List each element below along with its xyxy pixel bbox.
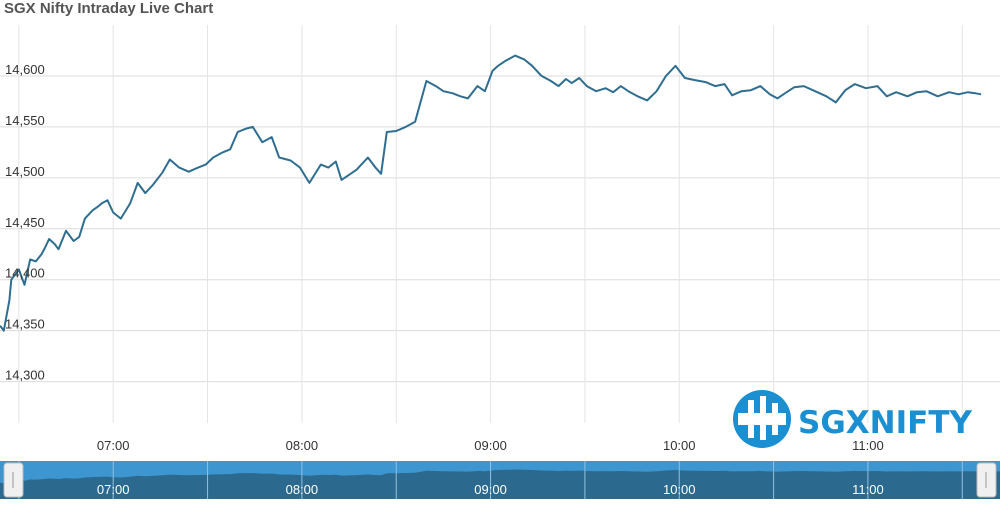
- navigator-tick-label: 07:00: [97, 482, 130, 497]
- y-tick-label: 14,500: [5, 164, 45, 179]
- line-layer: [0, 54, 982, 332]
- navigator-tick-label: 09:00: [474, 482, 507, 497]
- x-tick-label: 11:00: [852, 438, 884, 453]
- x-tick-label: 07:00: [97, 438, 130, 453]
- navigator-tick-label: 08:00: [286, 482, 319, 497]
- y-tick-label: 14,550: [5, 113, 45, 128]
- chart-title: SGX Nifty Intraday Live Chart: [4, 0, 214, 17]
- y-tick-label: 14,600: [5, 62, 45, 77]
- x-axis-ticks: 07:00 08:00 09:00 10:00 11:00: [97, 438, 884, 453]
- grid-layer: [0, 25, 1000, 423]
- x-tick-label: 08:00: [286, 438, 319, 453]
- y-tick-label: 14,450: [5, 215, 45, 230]
- navigator-tick-label: 11:00: [852, 482, 884, 497]
- navigator-series-area: [0, 469, 1000, 499]
- navigator-labels: 07:00 08:00 09:00 10:00 11:00: [97, 482, 884, 497]
- navigator[interactable]: 07:00 08:00 09:00 10:00 11:00: [0, 459, 1000, 505]
- y-tick-label: 14,300: [5, 368, 45, 383]
- navigator-tick-label: 10:00: [663, 482, 696, 497]
- sgxnifty-logo: SGXNIFTY: [733, 390, 972, 448]
- y-tick-label: 14,400: [5, 266, 45, 281]
- x-tick-label: 10:00: [663, 438, 696, 453]
- series-line: [0, 54, 982, 332]
- y-axis-ticks: 14,300 14,350 14,400 14,450 14,500 14,550 14,6…: [5, 62, 45, 383]
- x-tick-label: 09:00: [474, 438, 507, 453]
- svg-text:SGXNIFTY: SGXNIFTY: [798, 405, 972, 441]
- y-tick-label: 14,350: [5, 317, 45, 332]
